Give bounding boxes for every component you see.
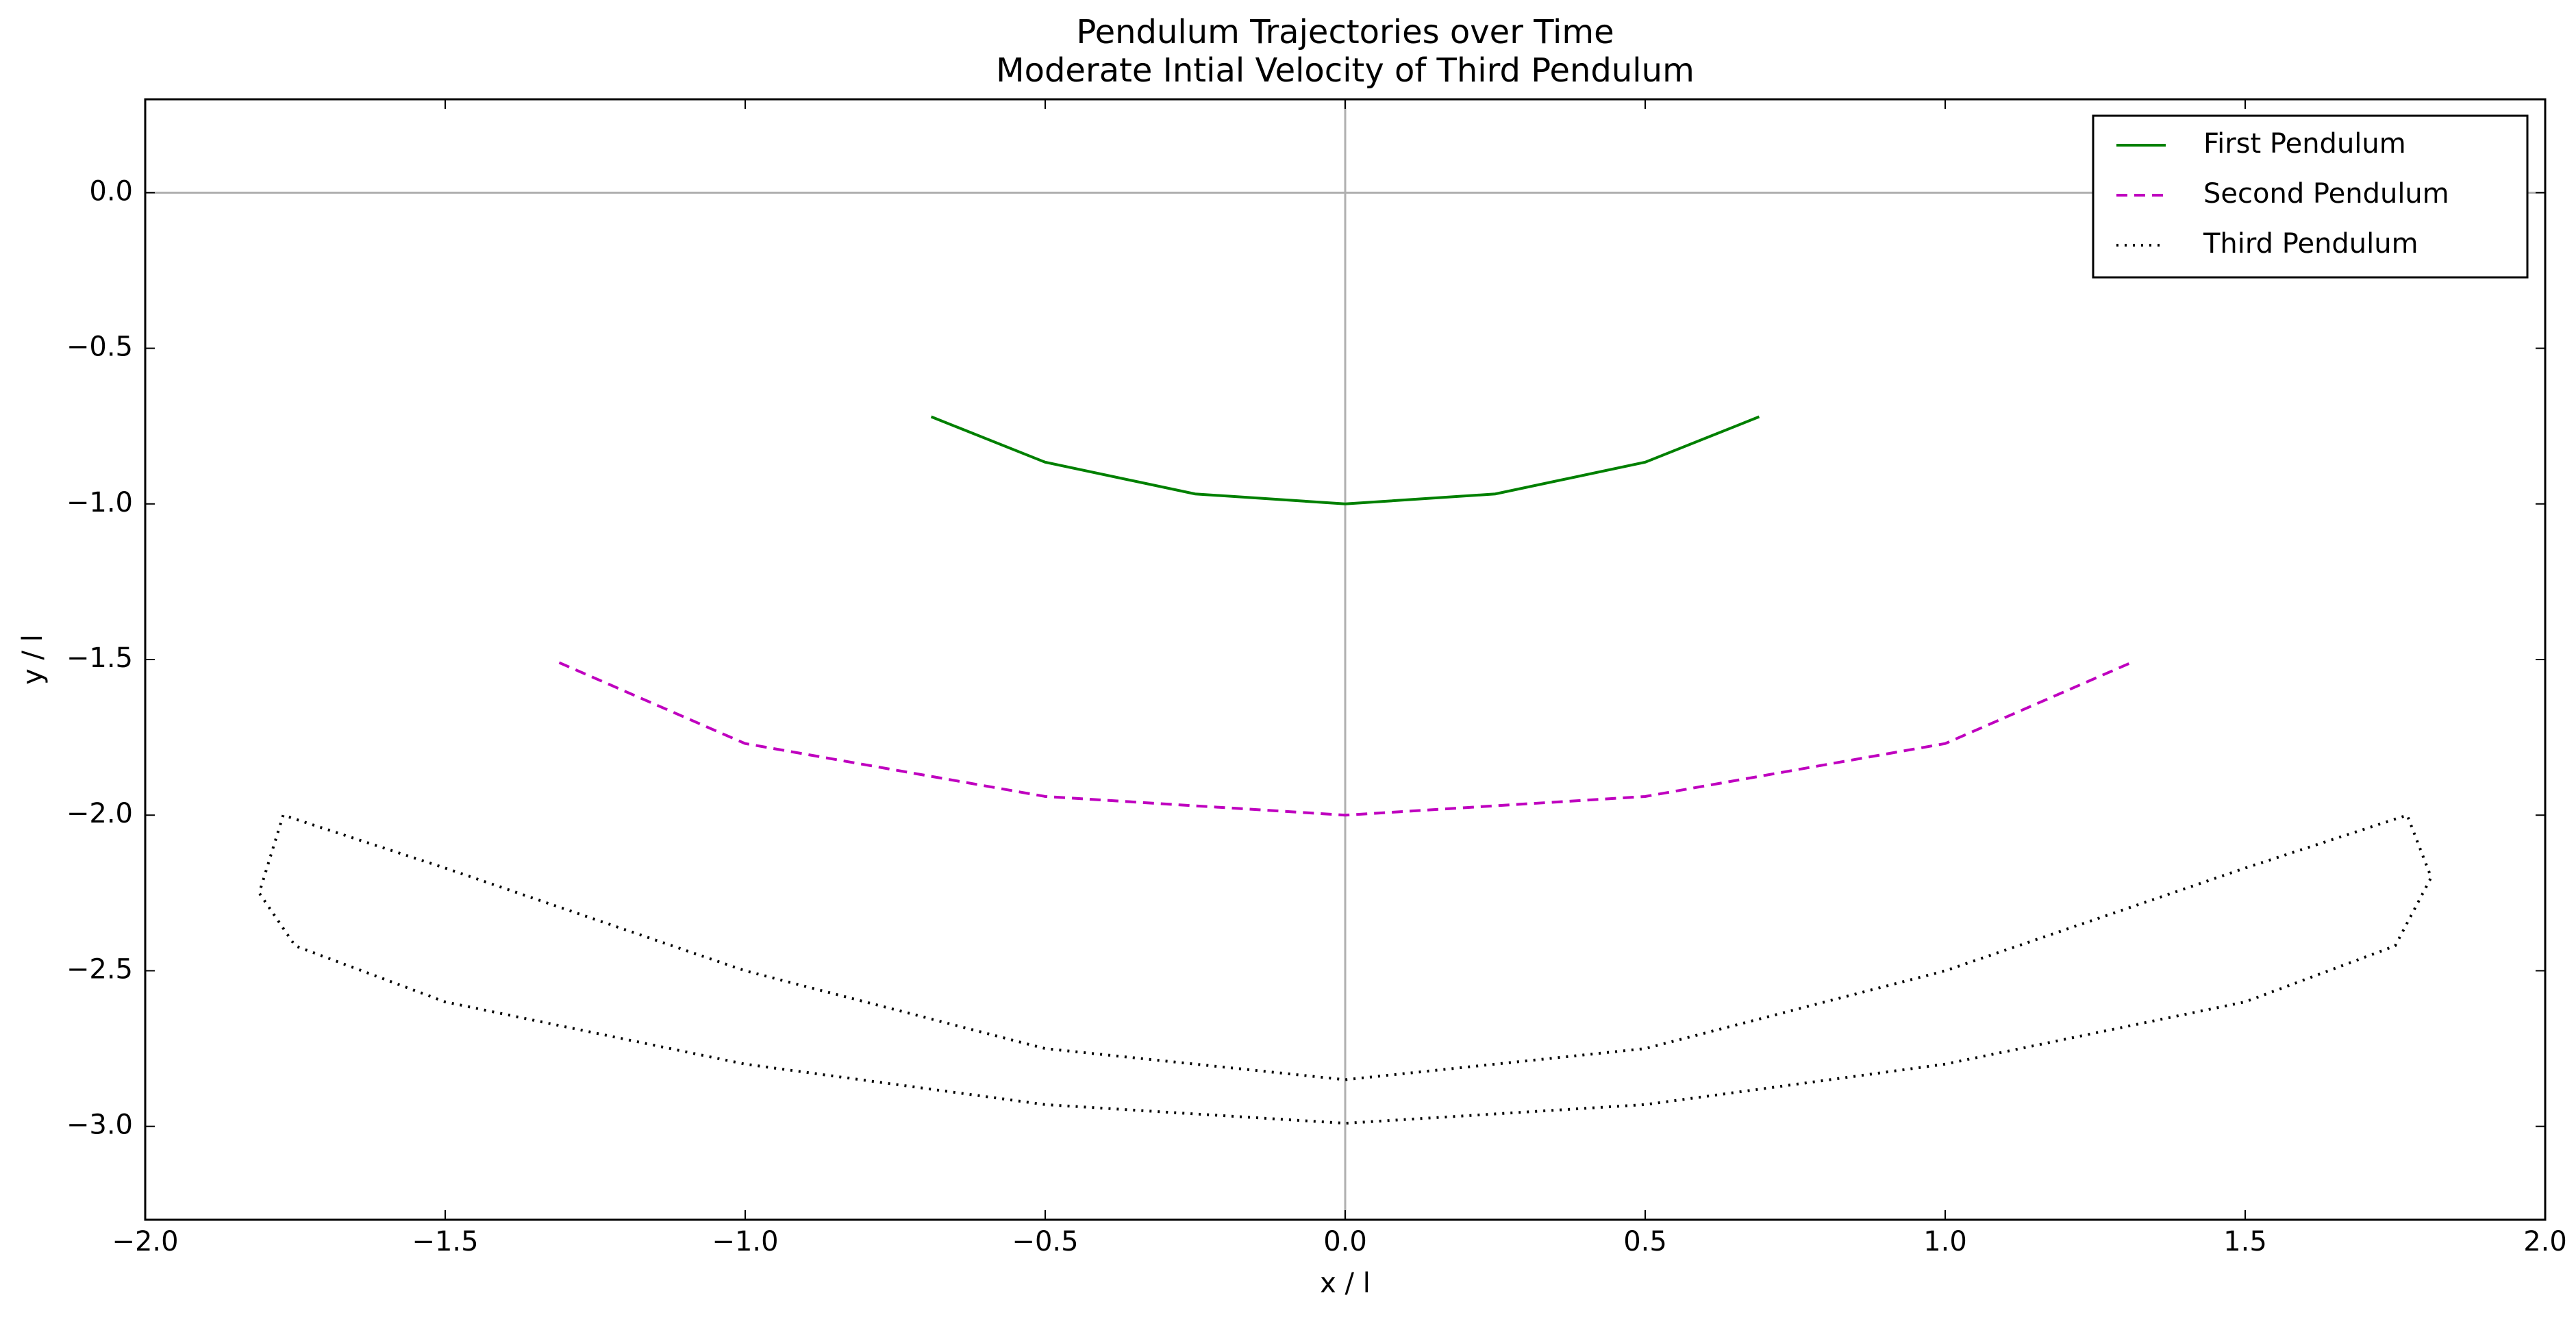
x-tick-label: −0.5	[1012, 1226, 1078, 1257]
y-tick-label: −0.5	[66, 331, 133, 363]
series-line	[930, 415, 1760, 505]
x-tick-label: 1.5	[2223, 1226, 2267, 1257]
x-axis-label: x / l	[1320, 1268, 1371, 1299]
x-tick-label: 0.5	[1623, 1226, 1667, 1257]
legend-label: Third Pendulum	[2203, 228, 2418, 260]
y-axis-label: y / l	[17, 634, 49, 685]
y-tick-label: 0.0	[89, 175, 133, 207]
series-line	[558, 661, 2132, 817]
x-tick-label: −1.5	[412, 1226, 478, 1257]
chart-title: Pendulum Trajectories over Time	[1076, 13, 1614, 51]
plot-frame	[144, 98, 2547, 1221]
y-tick-label: −1.0	[66, 487, 133, 518]
series-line	[258, 813, 2433, 1125]
x-tick-label: −1.0	[712, 1226, 778, 1257]
x-tick-label: −2.0	[112, 1226, 178, 1257]
chart-subtitle: Moderate Intial Velocity of Third Pendul…	[996, 51, 1695, 90]
y-tick-label: −3.0	[66, 1109, 133, 1141]
legend-box	[2092, 114, 2529, 279]
legend-label: Second Pendulum	[2203, 178, 2449, 210]
y-tick-label: −1.5	[66, 642, 133, 674]
x-tick-label: 2.0	[2523, 1226, 2567, 1257]
legend-label: First Pendulum	[2203, 128, 2406, 160]
x-tick-label: 0.0	[1323, 1226, 1367, 1257]
y-tick-label: −2.0	[66, 798, 133, 829]
y-tick-label: −2.5	[66, 953, 133, 985]
x-tick-label: 1.0	[1923, 1226, 1967, 1257]
